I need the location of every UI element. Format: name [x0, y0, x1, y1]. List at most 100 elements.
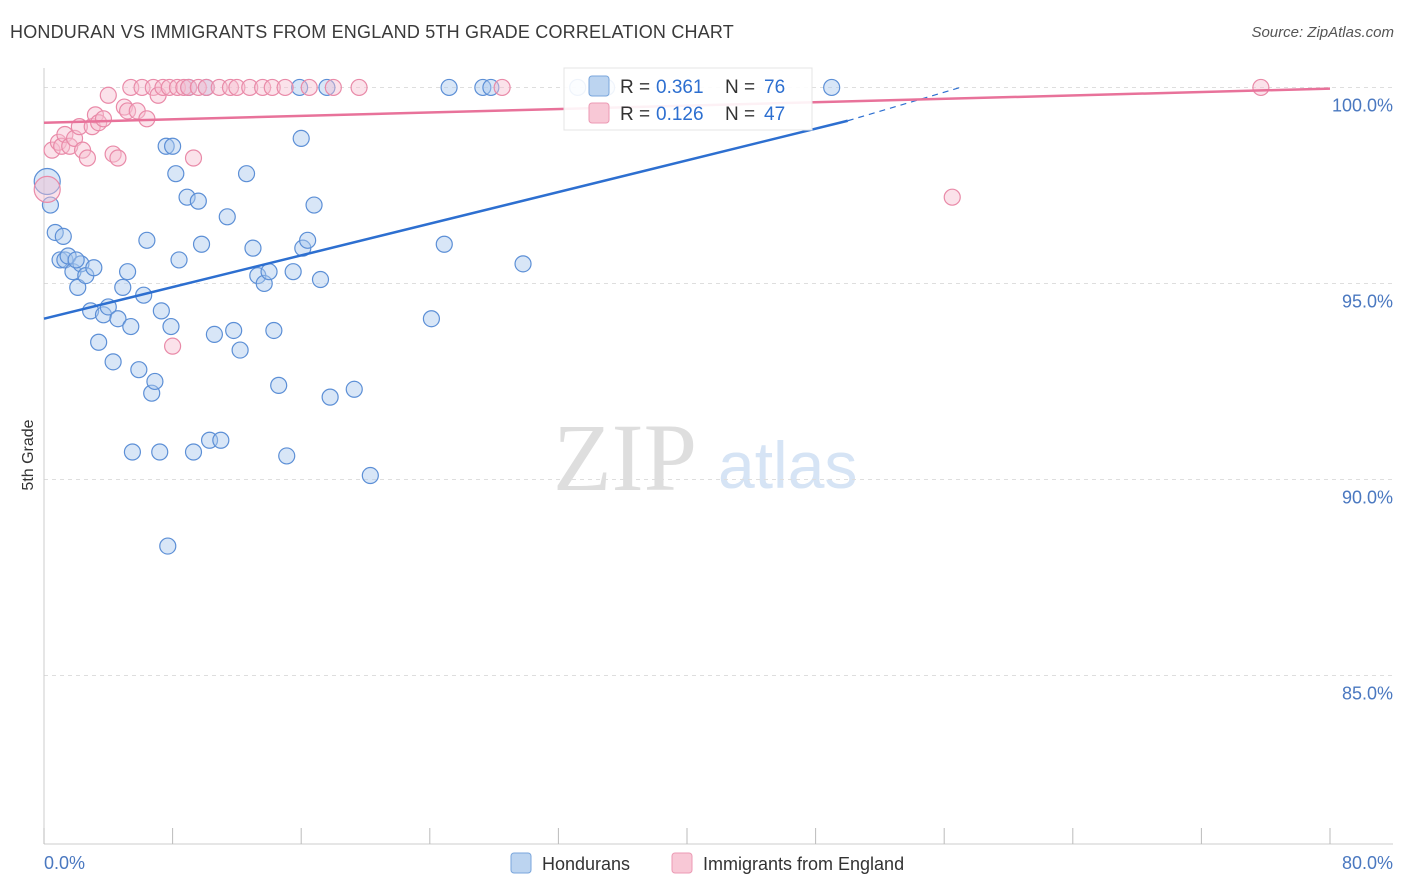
- bottom-legend-label-hondurans: Hondurans: [542, 854, 630, 874]
- point-honduran: [231, 341, 249, 359]
- point-honduran: [118, 263, 137, 281]
- point-honduran: [54, 227, 72, 245]
- point-honduran: [237, 165, 256, 183]
- legend-r-label-england: R =: [620, 104, 650, 125]
- legend-r-value-hondurans: 0.361: [656, 77, 704, 98]
- point-england: [350, 78, 368, 97]
- point-england: [276, 78, 294, 97]
- point-england: [1252, 78, 1270, 97]
- point-honduran: [178, 188, 196, 206]
- axes: [43, 68, 1393, 845]
- point-honduran: [244, 239, 262, 257]
- point-honduran: [318, 78, 336, 97]
- point-honduran: [311, 270, 330, 289]
- y-tick-label: 90.0%: [1342, 487, 1393, 507]
- point-honduran: [823, 78, 841, 97]
- point-honduran: [104, 353, 122, 371]
- point-honduran: [114, 278, 132, 296]
- point-honduran: [151, 443, 169, 461]
- point-honduran: [205, 325, 223, 343]
- bottom-legend-label-england: Immigrants from England: [703, 854, 904, 874]
- point-honduran: [260, 263, 278, 281]
- x-tick-label-min: 0.0%: [44, 853, 85, 873]
- point-honduran: [170, 251, 188, 269]
- legend-n-value-england: 47: [764, 104, 785, 125]
- point-honduran: [152, 302, 170, 320]
- point-honduran: [123, 443, 142, 461]
- legend-swatch-hondurans: [588, 75, 610, 97]
- point-england: [943, 188, 961, 206]
- point-honduran: [90, 333, 108, 351]
- point-honduran: [292, 129, 310, 147]
- point-england: [99, 86, 117, 104]
- point-honduran: [69, 278, 87, 296]
- point-england: [78, 149, 97, 167]
- legend-box: R = 0.361 N = 76 R = 0.126 N = 47: [563, 67, 813, 131]
- point-honduran: [162, 317, 180, 336]
- point-england: [180, 78, 198, 97]
- point-honduran: [138, 231, 156, 249]
- point-honduran: [59, 247, 77, 265]
- legend-swatch-england: [588, 102, 610, 124]
- point-honduran: [321, 388, 339, 406]
- point-england: [94, 110, 113, 128]
- point-honduran: [361, 466, 379, 485]
- point-honduran: [440, 78, 458, 97]
- point-honduran: [422, 310, 441, 328]
- point-england: [175, 78, 193, 97]
- point-honduran: [514, 255, 532, 273]
- point-honduran: [278, 447, 296, 465]
- point-honduran: [305, 196, 323, 214]
- trend-line-hondurans-extension: [847, 86, 961, 122]
- y-tick-labels: 100.0% 95.0% 90.0% 85.0%: [1332, 95, 1393, 703]
- point-england: [254, 78, 272, 97]
- point-england: [300, 78, 318, 97]
- point-england: [221, 78, 240, 97]
- series-england: [33, 78, 1270, 355]
- y-tick-label: 100.0%: [1332, 95, 1393, 115]
- point-honduran: [157, 137, 175, 155]
- point-honduran: [270, 376, 288, 394]
- point-honduran: [218, 208, 236, 226]
- point-honduran: [212, 431, 230, 449]
- point-honduran: [299, 231, 317, 249]
- point-england: [118, 102, 137, 120]
- x-tick-label-max: 80.0%: [1342, 853, 1393, 873]
- point-honduran: [41, 196, 60, 214]
- point-england: [164, 337, 182, 355]
- point-honduran: [85, 259, 103, 277]
- point-honduran: [33, 167, 61, 196]
- point-england: [33, 175, 61, 203]
- legend-n-value-hondurans: 76: [764, 77, 785, 98]
- legend-n-label-hondurans: N =: [725, 77, 755, 98]
- point-england: [263, 78, 281, 97]
- trend-line-hondurans: [43, 119, 849, 320]
- point-england: [184, 149, 203, 167]
- point-honduran: [164, 137, 182, 155]
- point-england: [493, 78, 511, 97]
- point-honduran: [130, 361, 148, 379]
- bottom-legend-swatch-england: [671, 852, 693, 874]
- point-england: [241, 78, 259, 97]
- legend-n-label-england: N =: [725, 104, 755, 125]
- bottom-legend: Hondurans Immigrants from England: [510, 852, 904, 874]
- watermark-zip: ZIP: [553, 404, 697, 511]
- point-honduran: [122, 317, 140, 336]
- point-honduran: [284, 263, 302, 281]
- point-honduran: [109, 310, 127, 328]
- point-honduran: [345, 380, 363, 398]
- point-england: [109, 149, 127, 167]
- bottom-legend-swatch-hondurans: [510, 852, 532, 874]
- legend-r-label-hondurans: R =: [620, 77, 650, 98]
- point-honduran: [46, 223, 64, 242]
- source-label: Source: ZipAtlas.com: [1251, 24, 1394, 41]
- point-honduran: [225, 321, 243, 340]
- point-honduran: [146, 372, 164, 391]
- point-england: [154, 78, 172, 97]
- point-honduran: [159, 537, 177, 555]
- point-honduran: [192, 235, 211, 253]
- point-england: [228, 78, 246, 97]
- y-tick-label: 95.0%: [1342, 291, 1393, 311]
- point-honduran: [167, 165, 185, 183]
- y-tick-label: 85.0%: [1342, 683, 1393, 703]
